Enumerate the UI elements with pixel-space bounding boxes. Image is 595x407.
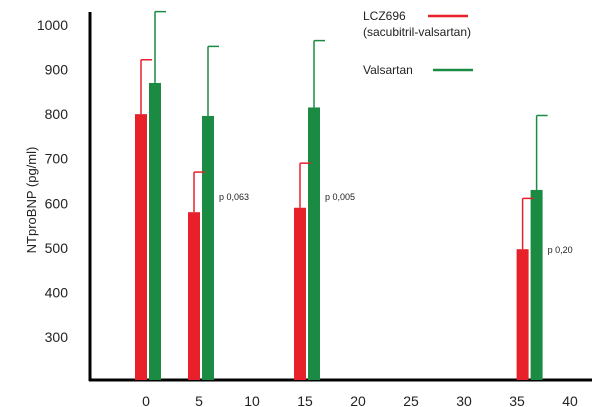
bar-series2 <box>202 115 214 380</box>
x-tick-label: 0 <box>142 393 150 407</box>
y-axis-label: NTproBNP (pg/ml) <box>24 147 39 254</box>
x-tick-label: 25 <box>403 393 419 407</box>
axes <box>88 12 592 382</box>
y-tick-label: 800 <box>45 106 69 122</box>
y-tick-label: 400 <box>45 284 69 300</box>
y-tick-label: 900 <box>45 62 69 78</box>
x-tick-label: 15 <box>297 393 313 407</box>
bar-series1 <box>294 207 306 380</box>
p-value-annotation: p 0,005 <box>325 192 355 202</box>
bar-series2 <box>149 82 161 381</box>
legend-label: (sacubitril-valsartan) <box>363 25 471 39</box>
error-bars <box>140 10 548 250</box>
bar-series2 <box>308 107 320 380</box>
x-tick-label: 35 <box>509 393 525 407</box>
y-tick-label: 700 <box>45 151 69 167</box>
bars <box>135 82 543 381</box>
bar-series1 <box>135 114 147 381</box>
x-tick-label: 30 <box>456 393 472 407</box>
x-tick-label: 40 <box>562 393 578 407</box>
legend: LCZ696 (sacubitril-valsartan) Valsartan <box>363 9 473 77</box>
p-value-annotation: p 0,063 <box>219 192 249 202</box>
x-tick-label: 20 <box>350 393 366 407</box>
bar-series1 <box>516 249 529 380</box>
p-value-annotations: p 0,063 p 0,005 p 0,20 <box>219 192 573 255</box>
p-value-annotation: p 0,20 <box>548 245 573 255</box>
y-tick-labels: 300 400 500 600 700 800 900 1000 <box>37 17 68 345</box>
x-tick-label: 10 <box>244 393 260 407</box>
bar-series2 <box>530 189 543 380</box>
legend-label: Valsartan <box>363 63 413 77</box>
y-tick-label: 1000 <box>37 17 68 33</box>
x-tick-label: 5 <box>195 393 203 407</box>
y-tick-label: 500 <box>45 240 69 256</box>
y-tick-label: 300 <box>45 329 69 345</box>
x-tick-labels: 0 5 10 15 20 25 30 35 40 <box>142 393 578 407</box>
legend-label: LCZ696 <box>363 9 406 23</box>
y-tick-label: 600 <box>45 195 69 211</box>
bar-series1 <box>188 212 200 380</box>
